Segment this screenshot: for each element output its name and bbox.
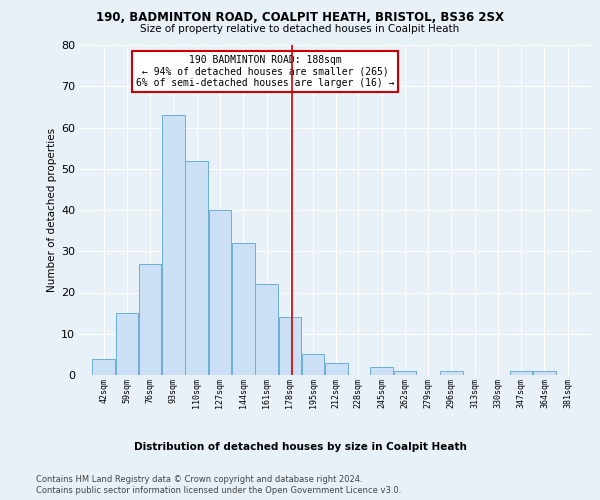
Bar — [394, 371, 416, 375]
Bar — [278, 318, 301, 375]
Bar — [209, 210, 231, 375]
Bar — [116, 313, 138, 375]
Bar — [325, 362, 347, 375]
Bar — [255, 284, 278, 375]
Text: Distribution of detached houses by size in Coalpit Heath: Distribution of detached houses by size … — [134, 442, 466, 452]
Text: Contains public sector information licensed under the Open Government Licence v3: Contains public sector information licen… — [36, 486, 401, 495]
Y-axis label: Number of detached properties: Number of detached properties — [47, 128, 57, 292]
Bar — [92, 358, 115, 375]
Bar — [533, 371, 556, 375]
Bar — [162, 115, 185, 375]
Bar — [440, 371, 463, 375]
Text: Size of property relative to detached houses in Coalpit Heath: Size of property relative to detached ho… — [140, 24, 460, 34]
Bar — [139, 264, 161, 375]
Bar — [370, 367, 393, 375]
Bar — [302, 354, 325, 375]
Bar — [510, 371, 532, 375]
Text: 190, BADMINTON ROAD, COALPIT HEATH, BRISTOL, BS36 2SX: 190, BADMINTON ROAD, COALPIT HEATH, BRIS… — [96, 11, 504, 24]
Bar — [185, 160, 208, 375]
Text: Contains HM Land Registry data © Crown copyright and database right 2024.: Contains HM Land Registry data © Crown c… — [36, 475, 362, 484]
Text: 190 BADMINTON ROAD: 188sqm
← 94% of detached houses are smaller (265)
6% of semi: 190 BADMINTON ROAD: 188sqm ← 94% of deta… — [136, 55, 394, 88]
Bar — [232, 243, 254, 375]
